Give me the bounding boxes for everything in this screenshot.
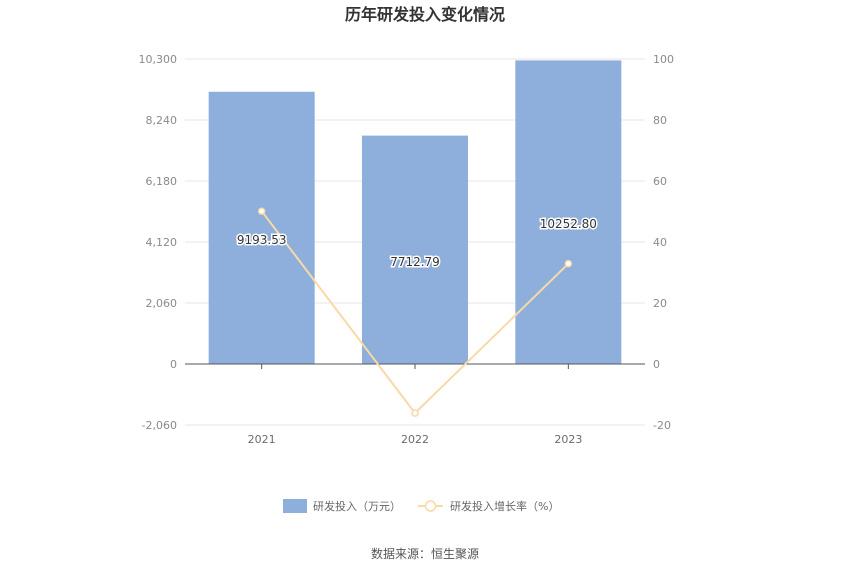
left-y-axis: 10,300 8,240 6,180 4,120 2,060 0 -2,060 <box>139 53 178 432</box>
left-y-tick-label: 10,300 <box>139 53 178 66</box>
legend-swatch-marker <box>424 500 437 512</box>
line-point <box>257 207 266 215</box>
bar-value-label: 10252.80 <box>540 217 597 231</box>
left-y-tick-label: 4,120 <box>146 236 178 249</box>
source-note: 数据来源：恒生聚源 <box>371 546 479 561</box>
legend-label-line: 研发投入增长率（%） <box>450 499 559 513</box>
x-tick-label: 2022 <box>401 433 429 446</box>
right-y-tick-label: 80 <box>653 114 667 127</box>
legend: 研发投入（万元） 研发投入增长率（%） <box>283 499 559 513</box>
line-point <box>564 259 573 268</box>
x-tick-label: 2023 <box>554 433 582 446</box>
x-axis-baseline <box>185 363 645 369</box>
left-y-tick-label: -2,060 <box>142 419 177 432</box>
right-y-tick-label: 20 <box>653 297 667 310</box>
chart-title: 历年研发投入变化情况 <box>345 5 505 24</box>
bar-value-label: 9193.53 <box>237 233 287 247</box>
line-point <box>411 409 419 417</box>
right-y-tick-label: 60 <box>653 175 667 188</box>
left-y-tick-label: 0 <box>170 358 177 371</box>
right-y-tick-label: 100 <box>653 53 674 66</box>
bar-series <box>208 60 622 364</box>
bar <box>515 60 622 364</box>
bar <box>362 135 468 364</box>
left-y-tick-label: 2,060 <box>146 297 178 310</box>
right-y-tick-label: 0 <box>653 358 660 371</box>
left-y-tick-label: 8,240 <box>146 114 178 127</box>
bar <box>208 91 315 364</box>
bar-value-labels: 9193.53 7712.79 10252.80 <box>235 216 598 271</box>
right-y-tick-label: 40 <box>653 236 667 249</box>
legend-swatch-bar <box>283 499 307 513</box>
left-y-tick-label: 6,180 <box>146 175 178 188</box>
right-y-axis: 100 80 60 40 20 0 -20 <box>653 53 674 432</box>
legend-label-bar: 研发投入（万元） <box>313 499 401 513</box>
line-series <box>257 207 573 417</box>
x-tick-label: 2021 <box>248 433 276 446</box>
bar-value-label: 7712.79 <box>390 255 440 269</box>
right-y-tick-label: -20 <box>653 419 671 432</box>
x-axis: 2021 2022 2023 <box>248 433 583 446</box>
